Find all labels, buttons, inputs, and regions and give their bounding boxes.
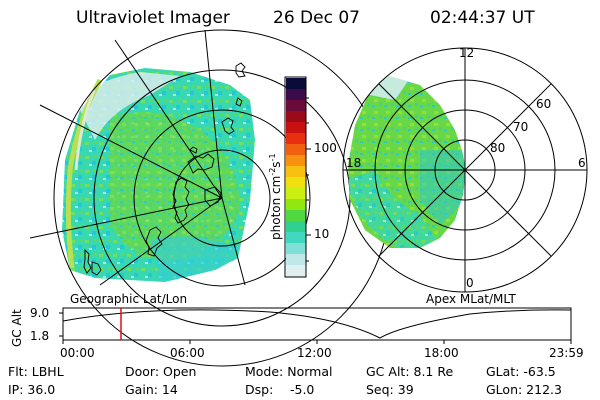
left-map-caption: Geographic Lat/Lon bbox=[70, 292, 188, 306]
colorbar-band bbox=[286, 243, 306, 255]
colorbar-band bbox=[286, 265, 306, 277]
mlt-label-12: 12 bbox=[459, 46, 475, 60]
colorbar-tick-10: 10 bbox=[314, 227, 330, 241]
observation-date: 26 Dec 07 bbox=[273, 8, 360, 28]
colorbar-unit-label: photon cm-2s-1 bbox=[268, 153, 283, 240]
colorbar-unit-s: s bbox=[269, 161, 283, 168]
xtick-1800: 18:00 bbox=[424, 346, 459, 360]
altitude-ylabel: GC Alt bbox=[10, 309, 24, 347]
mode-info: Mode: Normal bbox=[245, 364, 333, 379]
colorbar-band bbox=[286, 100, 306, 112]
colorbar-unit-sup1: -2 bbox=[268, 167, 277, 176]
colorbar-unit-sup2: -1 bbox=[268, 153, 277, 162]
apex-grid bbox=[342, 47, 588, 293]
mlat-label-60: 60 bbox=[536, 97, 552, 111]
ip-info: IP: 36.0 bbox=[8, 382, 56, 397]
gain-info: Gain: 14 bbox=[125, 382, 178, 397]
altitude-ytick-bottom: 1.8 bbox=[30, 329, 50, 343]
right-map-caption: Apex MLat/MLT bbox=[426, 292, 516, 306]
sequence-info: Seq: 39 bbox=[366, 382, 414, 397]
colorbar-band bbox=[286, 232, 306, 244]
colorbar-band bbox=[286, 166, 306, 178]
colorbar-band bbox=[286, 188, 306, 200]
altitude-plot bbox=[59, 307, 572, 344]
mlt-label-6: 6 bbox=[578, 156, 586, 170]
mlt-label-18: 18 bbox=[346, 156, 362, 170]
colorbar-band bbox=[286, 155, 306, 167]
mlat-label-80: 80 bbox=[490, 141, 506, 155]
colorbar-band bbox=[286, 78, 306, 90]
filter-info: Flt: LBHL bbox=[8, 364, 64, 379]
mlat-label-70: 70 bbox=[513, 120, 529, 134]
gc-altitude-info: GC Alt: 8.1 Re bbox=[366, 364, 454, 379]
colorbar bbox=[284, 76, 311, 278]
dsp-value: -5.0 bbox=[290, 382, 315, 397]
colorbar-band bbox=[286, 210, 306, 222]
geo-latitude-info: GLat: -63.5 bbox=[486, 364, 556, 379]
xtick-1200: 12:00 bbox=[297, 346, 332, 360]
colorbar-band bbox=[286, 199, 306, 211]
door-info: Door: Open bbox=[125, 364, 197, 379]
instrument-title: Ultraviolet Imager bbox=[76, 8, 230, 28]
colorbar-band bbox=[286, 122, 306, 134]
colorbar-band bbox=[286, 144, 306, 156]
dsp-label: Dsp: bbox=[245, 382, 274, 397]
coastlines bbox=[83, 62, 246, 276]
colorbar-band bbox=[286, 177, 306, 189]
observation-time: 02:44:37 UT bbox=[430, 8, 535, 28]
colorbar-band bbox=[286, 89, 306, 101]
altitude-ytick-top: 9.0 bbox=[30, 306, 50, 320]
colorbar-band bbox=[286, 133, 306, 145]
geo-longitude-info: GLon: 212.3 bbox=[486, 382, 562, 397]
xtick-0000: 00:00 bbox=[60, 346, 95, 360]
xtick-2359: 23:59 bbox=[549, 346, 584, 360]
xtick-0600: 06:00 bbox=[170, 346, 205, 360]
colorbar-band bbox=[286, 254, 306, 266]
colorbar-tick-100: 100 bbox=[314, 141, 337, 155]
colorbar-unit-text: photon cm bbox=[269, 175, 283, 240]
colorbar-band bbox=[286, 111, 306, 123]
colorbar-band bbox=[286, 221, 306, 233]
mlt-label-0: 0 bbox=[466, 276, 474, 290]
